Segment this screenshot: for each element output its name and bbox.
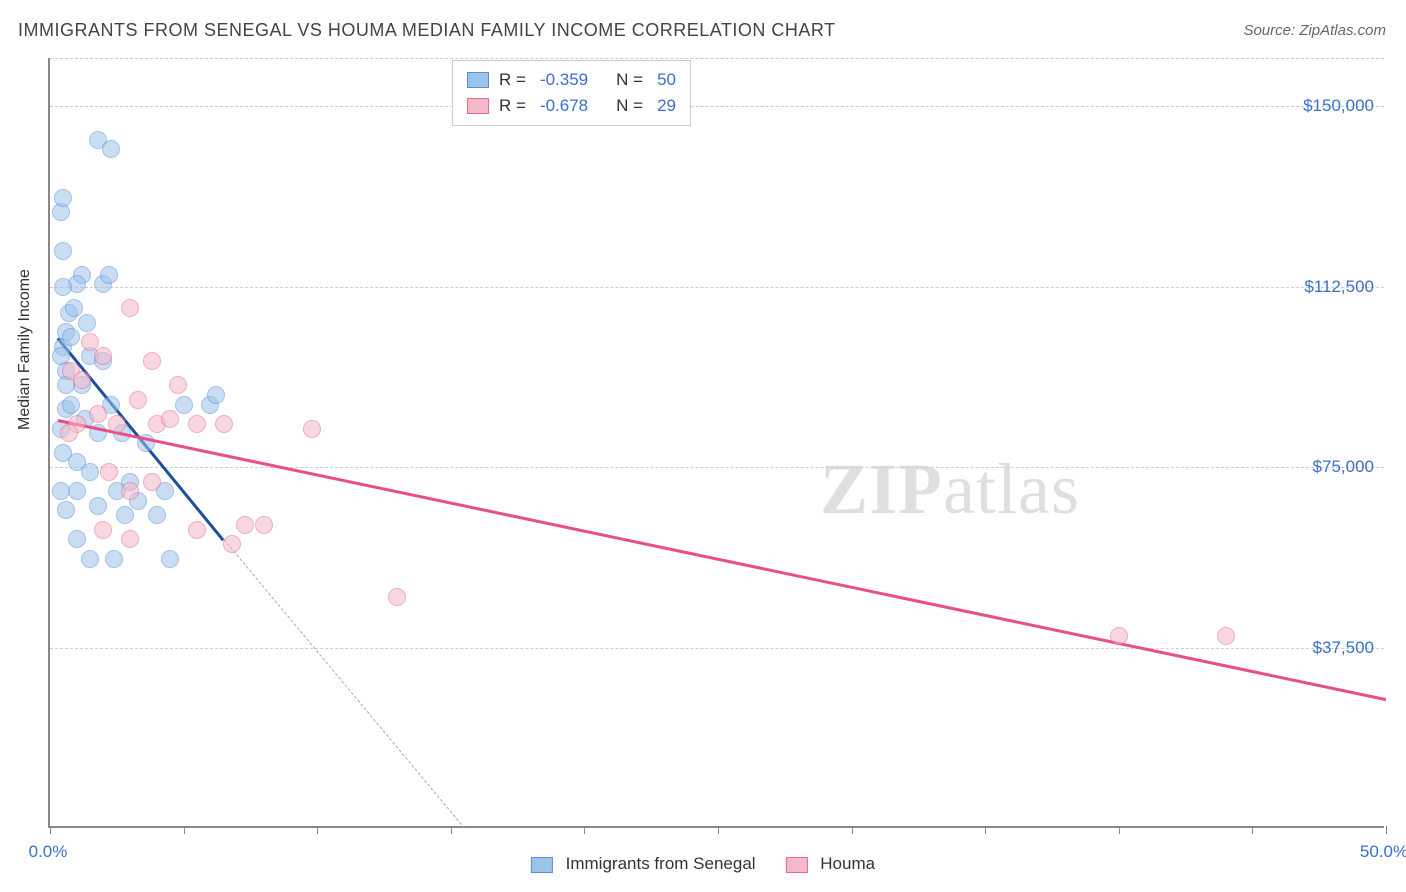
data-point xyxy=(1217,627,1235,645)
data-point xyxy=(57,501,75,519)
legend-label: Immigrants from Senegal xyxy=(566,854,756,873)
data-point xyxy=(121,482,139,500)
data-point xyxy=(54,189,72,207)
legend-swatch-icon xyxy=(786,857,808,873)
data-point xyxy=(223,535,241,553)
x-tick xyxy=(1386,826,1387,834)
x-tick xyxy=(1252,826,1253,834)
data-point xyxy=(68,482,86,500)
y-tick-label: $112,500 xyxy=(1304,277,1374,297)
chart-title: IMMIGRANTS FROM SENEGAL VS HOUMA MEDIAN … xyxy=(18,20,836,41)
y-tick-label: $150,000 xyxy=(1303,96,1374,116)
gridline xyxy=(50,287,1384,288)
gridline xyxy=(50,648,1384,649)
data-point xyxy=(207,386,225,404)
data-point xyxy=(94,347,112,365)
x-tick xyxy=(184,826,185,834)
data-point xyxy=(54,278,72,296)
data-point xyxy=(161,410,179,428)
watermark: ZIPatlas xyxy=(820,448,1080,531)
data-point xyxy=(161,550,179,568)
legend-n-value-houma: 29 xyxy=(657,96,676,116)
data-point xyxy=(62,396,80,414)
data-point xyxy=(388,588,406,606)
y-tick-label: $37,500 xyxy=(1313,638,1374,658)
x-tick xyxy=(451,826,452,834)
data-point xyxy=(121,299,139,317)
x-tick xyxy=(718,826,719,834)
x-tick xyxy=(50,826,51,834)
data-point xyxy=(148,506,166,524)
data-point xyxy=(105,550,123,568)
data-point xyxy=(236,516,254,534)
data-point xyxy=(303,420,321,438)
data-point xyxy=(62,328,80,346)
trend-line-extrapolation xyxy=(223,539,464,828)
data-point xyxy=(121,530,139,548)
x-tick xyxy=(317,826,318,834)
data-point xyxy=(129,391,147,409)
legend-n-label: N = xyxy=(616,96,643,116)
data-point xyxy=(188,415,206,433)
x-tick xyxy=(584,826,585,834)
data-point xyxy=(52,482,70,500)
legend-r-label: R = xyxy=(499,70,526,90)
data-point xyxy=(73,371,91,389)
data-point xyxy=(116,506,134,524)
gridline xyxy=(50,106,1384,107)
x-tick xyxy=(985,826,986,834)
data-point xyxy=(81,463,99,481)
data-point xyxy=(54,242,72,260)
gridline xyxy=(50,58,1384,59)
data-point xyxy=(1110,627,1128,645)
data-point xyxy=(169,376,187,394)
legend-swatch-senegal xyxy=(467,72,489,88)
legend-row-houma: R = -0.678 N = 29 xyxy=(467,93,676,119)
trend-line xyxy=(58,419,1386,701)
legend-item-senegal: Immigrants from Senegal xyxy=(531,854,756,874)
data-point xyxy=(143,352,161,370)
data-point xyxy=(100,266,118,284)
data-point xyxy=(65,299,83,317)
y-tick-label: $75,000 xyxy=(1313,457,1374,477)
data-point xyxy=(175,396,193,414)
data-point xyxy=(102,140,120,158)
legend-series: Immigrants from Senegal Houma xyxy=(531,854,875,874)
correlation-chart: IMMIGRANTS FROM SENEGAL VS HOUMA MEDIAN … xyxy=(0,0,1406,892)
legend-item-houma: Houma xyxy=(786,854,876,874)
data-point xyxy=(81,550,99,568)
data-point xyxy=(89,497,107,515)
legend-row-senegal: R = -0.359 N = 50 xyxy=(467,67,676,93)
x-tick xyxy=(852,826,853,834)
x-tick-label: 0.0% xyxy=(29,842,68,862)
legend-correlation: R = -0.359 N = 50 R = -0.678 N = 29 xyxy=(452,60,691,126)
legend-swatch-icon xyxy=(531,857,553,873)
data-point xyxy=(89,405,107,423)
data-point xyxy=(60,424,78,442)
legend-swatch-houma xyxy=(467,98,489,114)
gridline xyxy=(50,467,1384,468)
data-point xyxy=(108,415,126,433)
legend-r-value-houma: -0.678 xyxy=(540,96,588,116)
legend-n-label: N = xyxy=(616,70,643,90)
data-point xyxy=(94,521,112,539)
data-point xyxy=(215,415,233,433)
legend-r-value-senegal: -0.359 xyxy=(540,70,588,90)
legend-r-label: R = xyxy=(499,96,526,116)
legend-label: Houma xyxy=(820,854,875,873)
legend-n-value-senegal: 50 xyxy=(657,70,676,90)
plot-area: ZIPatlas $37,500 $75,000 $112,500 $150,000 xyxy=(48,58,1384,828)
data-point xyxy=(188,521,206,539)
y-axis-label: Median Family Income xyxy=(16,269,34,430)
data-point xyxy=(100,463,118,481)
chart-source: Source: ZipAtlas.com xyxy=(1243,22,1386,39)
x-tick-label: 50.0% xyxy=(1360,842,1406,862)
data-point xyxy=(255,516,273,534)
x-tick xyxy=(1119,826,1120,834)
data-point xyxy=(68,530,86,548)
data-point xyxy=(81,333,99,351)
data-point xyxy=(78,314,96,332)
data-point xyxy=(143,473,161,491)
